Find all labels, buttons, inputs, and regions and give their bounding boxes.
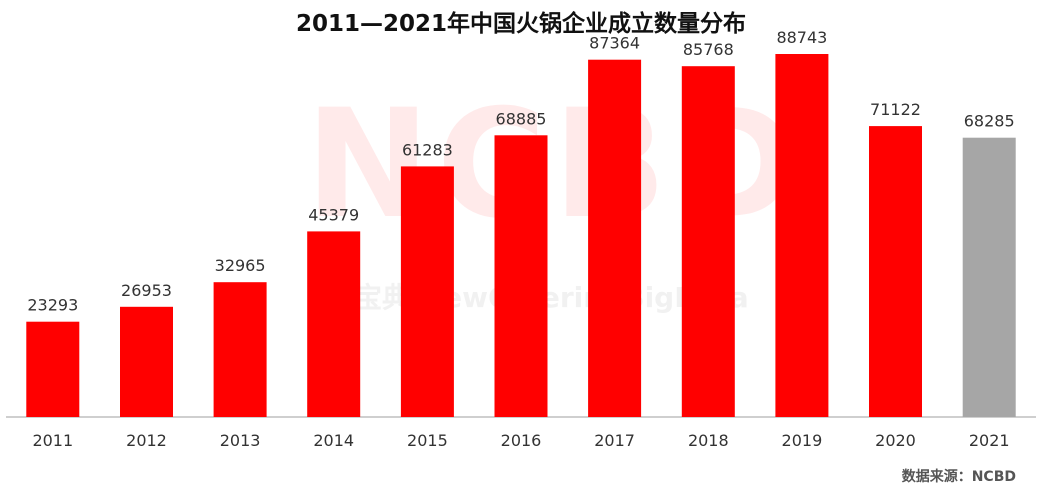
bar-2021 [962, 137, 1016, 417]
bar-2012 [120, 306, 173, 417]
data-label-2018: 85768 [683, 40, 734, 59]
x-tick-label-2020: 2020 [875, 431, 916, 450]
data-label-2014: 45379 [308, 205, 359, 224]
x-tick-label-2021: 2021 [969, 431, 1010, 450]
data-label-2021: 68285 [964, 112, 1015, 131]
x-tick-label-2014: 2014 [313, 431, 354, 450]
bar-2019 [775, 54, 829, 417]
x-tick-label-2013: 2013 [220, 431, 261, 450]
bar-2015 [400, 166, 454, 417]
data-label-2016: 68885 [496, 109, 547, 128]
data-label-2015: 61283 [402, 140, 453, 159]
data-label-2020: 71122 [870, 100, 921, 119]
data-label-2011: 23293 [27, 296, 78, 315]
bar-2014 [307, 231, 361, 417]
source-note: 数据来源：NCBD [901, 469, 1016, 485]
data-label-2019: 88743 [776, 28, 827, 47]
data-label-2012: 26953 [121, 281, 172, 300]
x-tick-label-2011: 2011 [32, 431, 73, 450]
x-tick-label-2017: 2017 [594, 431, 635, 450]
bar-2017 [588, 59, 642, 417]
x-tick-label-2019: 2019 [782, 431, 823, 450]
data-label-2013: 32965 [215, 256, 266, 275]
bar-2013 [213, 282, 267, 417]
x-tick-label-2016: 2016 [501, 431, 542, 450]
x-tick-label-2015: 2015 [407, 431, 448, 450]
bar-2020 [869, 126, 922, 417]
bar-2011 [26, 321, 80, 417]
x-tick-label-2018: 2018 [688, 431, 729, 450]
chart-title: 2011—2021年中国火锅企业成立数量分布 [295, 11, 747, 37]
bar-2016 [494, 135, 548, 418]
x-tick-label-2012: 2012 [126, 431, 167, 450]
data-label-2017: 87364 [589, 34, 640, 53]
bar-2018 [681, 66, 735, 417]
